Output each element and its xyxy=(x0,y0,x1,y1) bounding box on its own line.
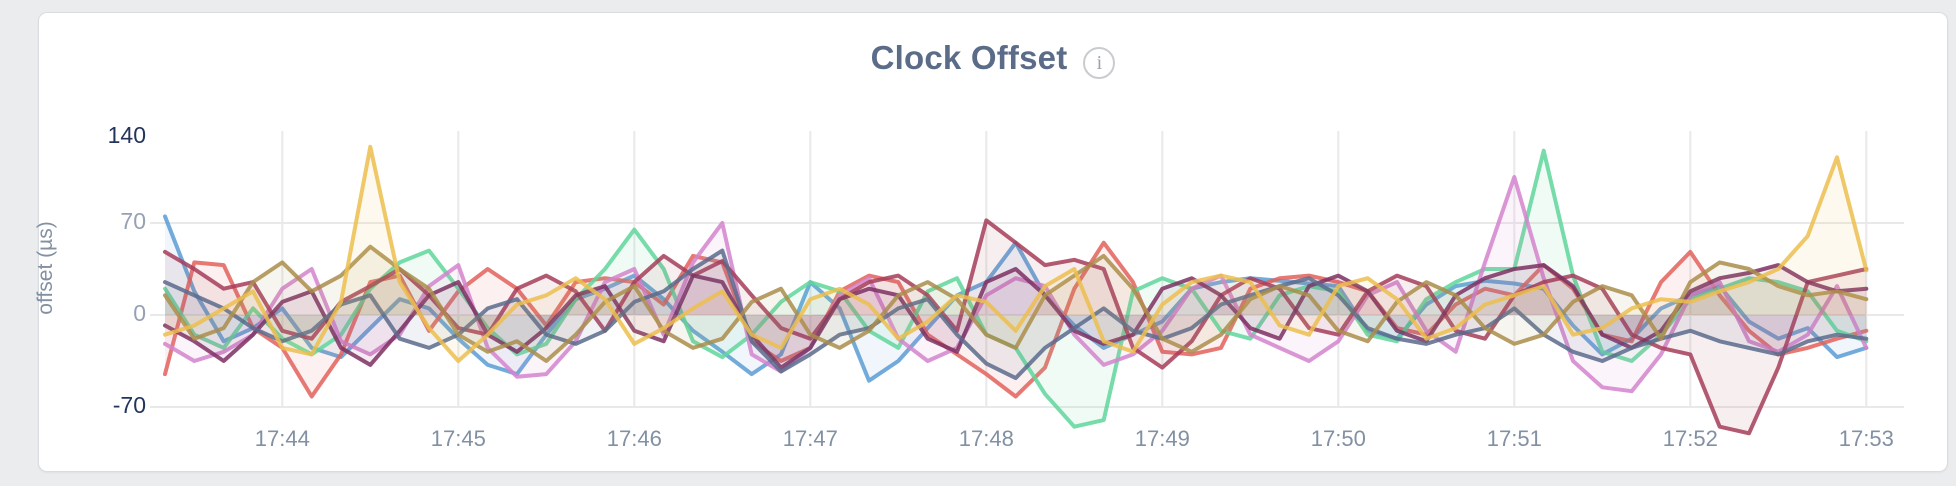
x-tick-label: 17:45 xyxy=(431,426,486,451)
series-area-series-9-gold xyxy=(165,146,1867,361)
y-axis-title: offset (µs) xyxy=(34,221,57,314)
x-tick-label: 17:47 xyxy=(783,426,838,451)
series-line-series-7-slate xyxy=(163,248,1869,381)
y-tick-label: 0 xyxy=(133,300,146,326)
chart-card xyxy=(38,12,1948,472)
series-line-series-8-khaki xyxy=(163,244,1869,363)
x-tick-label: 17:53 xyxy=(1839,426,1894,451)
x-tick-label: 17:46 xyxy=(607,426,662,451)
series-line-series-4-orchid xyxy=(163,175,1869,394)
series-group xyxy=(163,144,1869,436)
chart-title: Clock Offset xyxy=(870,39,1068,76)
series-area-series-5-maroon xyxy=(165,220,1867,434)
y-tick-label: 140 xyxy=(108,122,146,148)
y-tick-label: 70 xyxy=(120,208,146,234)
info-icon[interactable]: i xyxy=(1083,47,1116,79)
x-tick-label: 17:51 xyxy=(1487,426,1542,451)
chart-header: Clock Offset i xyxy=(38,36,1948,80)
x-tick-label: 17:50 xyxy=(1311,426,1366,451)
x-tick-label: 17:48 xyxy=(959,426,1014,451)
series-area-series-1-blue xyxy=(165,216,1867,381)
x-tick-label: 17:44 xyxy=(255,426,310,451)
x-tick-label: 17:49 xyxy=(1135,426,1190,451)
x-tick-label: 17:52 xyxy=(1663,426,1718,451)
series-area-series-8-khaki xyxy=(165,246,1867,361)
series-line-series-6-plum xyxy=(163,263,1869,370)
series-line-series-9-gold xyxy=(163,144,1869,363)
y-tick-label: -70 xyxy=(113,392,146,418)
info-icon-glyph: i xyxy=(1096,52,1103,74)
